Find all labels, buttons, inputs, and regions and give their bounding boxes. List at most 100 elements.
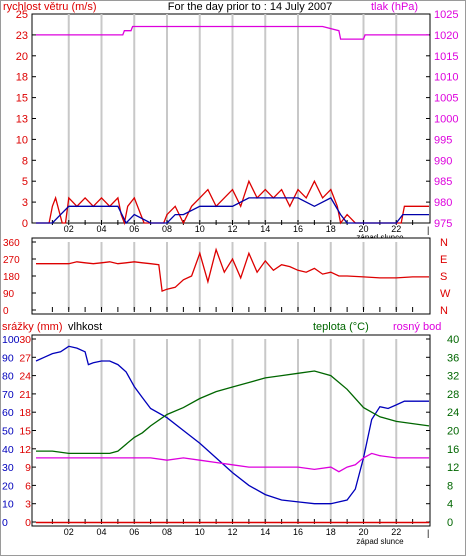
x-tick-label: 10	[195, 527, 205, 537]
humidity-tick-label: 60	[2, 407, 14, 419]
temp-tick-label: 16	[447, 444, 459, 456]
y2-tick-label: 1020	[434, 30, 458, 42]
y2-tick-label: 980	[434, 197, 452, 209]
temp-tick-label: 0	[447, 517, 453, 529]
precipitation-label: srážky (mm)	[2, 321, 63, 333]
precip-tick-label: 21	[19, 389, 31, 401]
humidity-tick-label: 80	[2, 371, 14, 383]
humidity-tick-label: 70	[2, 389, 14, 401]
plot-area	[31, 237, 431, 315]
precip-tick-label: 12	[19, 444, 31, 456]
y-tick-label: 180	[3, 272, 20, 283]
temp-tick-label: 8	[447, 480, 453, 492]
humidity-tick-label: 50	[2, 426, 14, 438]
y-tick-label: 20	[16, 51, 28, 63]
precip-tick-label: 6	[25, 480, 31, 492]
x-tick-label: 06	[129, 527, 139, 537]
temp-tick-label: 24	[447, 407, 459, 419]
x-tick-label: 22	[391, 224, 401, 234]
y2-tick-label: 1025	[434, 9, 458, 21]
series-line-0	[36, 25, 429, 40]
x-tick-label: 08	[162, 527, 172, 537]
y-tick-label: 0	[22, 218, 28, 230]
y-tick-label: 3	[22, 197, 28, 209]
humidity-tick-label: 100	[2, 334, 20, 346]
y2-tick-label: 995	[434, 134, 452, 146]
wind-pressure-panel: 0 3 5 8 10 13 15 18 20 23 25 975 980 985 990 995 1000 10 0…	[16, 9, 459, 242]
precip-tick-label: 9	[25, 462, 31, 474]
x-tick-label: 14	[260, 527, 270, 537]
temp-tick-label: 12	[447, 462, 459, 474]
y2-tick-label: 990	[434, 155, 452, 167]
x-tick-label: 08	[162, 224, 172, 234]
y2-tick-label: 1015	[434, 51, 458, 63]
x-tick-label: 04	[96, 527, 106, 537]
x-end-mark: |	[427, 225, 429, 235]
x-end-mark: |	[427, 528, 429, 538]
x-tick-label: 16	[293, 527, 303, 537]
temp-tick-label: 40	[447, 334, 459, 346]
y-tick-label: 270	[3, 255, 20, 266]
compass-label: E	[440, 254, 447, 266]
x-tick-label: 02	[64, 527, 74, 537]
wind-speed-label: rychlost větru (m/s)	[3, 1, 97, 13]
y2-tick-label: 985	[434, 176, 452, 188]
precip-tick-label: 18	[19, 407, 31, 419]
dew-point-label: rosný bod	[393, 321, 441, 333]
humidity-tick-label: 20	[2, 480, 14, 492]
precip-tick-label: 3	[25, 499, 31, 511]
precip-tick-label: 15	[19, 426, 31, 438]
x-tick-label: 20	[358, 527, 368, 537]
humidity-tick-label: 30	[2, 462, 14, 474]
precip-tick-label: 30	[19, 334, 31, 346]
precip-tick-label: 0	[25, 517, 31, 529]
x-tick-label: 04	[96, 224, 106, 234]
pressure-label: tlak (hPa)	[371, 1, 418, 13]
humidity-tick-label: 90	[2, 352, 14, 364]
y2-tick-label: 975	[434, 218, 452, 230]
sunset-annotation: západ slunce	[356, 537, 404, 546]
y-tick-label: 10	[16, 134, 28, 146]
y-tick-label: 13	[16, 114, 28, 126]
y-tick-label: 8	[22, 155, 28, 167]
x-tick-label: 12	[227, 527, 237, 537]
y-tick-label: 360	[3, 238, 20, 249]
x-tick-label: 22	[391, 527, 401, 537]
x-tick-label: 10	[195, 224, 205, 234]
x-tick-label: 16	[293, 224, 303, 234]
x-tick-label: 18	[326, 224, 336, 234]
y-tick-label: 23	[16, 30, 28, 42]
y-tick-label: 5	[22, 176, 28, 188]
temp-tick-label: 4	[447, 499, 453, 511]
x-tick-label: 20	[358, 224, 368, 234]
chart-title: For the day prior to : 14 July 2007	[168, 1, 332, 13]
series-line-rosný bod	[36, 452, 429, 473]
precip-tick-label: 27	[19, 352, 31, 364]
x-tick-label: 14	[260, 224, 270, 234]
series-line-teplota (°C)	[36, 370, 430, 455]
y-tick-label: 15	[16, 93, 28, 105]
temp-tick-label: 36	[447, 352, 459, 364]
temperature-label: teplota (°C)	[313, 321, 369, 333]
x-tick-label: 18	[326, 527, 336, 537]
precip-tick-label: 24	[19, 371, 31, 383]
compass-label: W	[440, 288, 451, 300]
y2-tick-label: 1010	[434, 72, 458, 84]
temp-tick-label: 20	[447, 426, 459, 438]
series-line-vlhkost	[35, 345, 429, 505]
temp-tick-label: 28	[447, 389, 459, 401]
compass-label: N	[440, 237, 448, 249]
humidity-label: vlhkost	[68, 321, 102, 333]
y-tick-label: 25	[16, 9, 28, 21]
y2-tick-label: 1000	[434, 114, 458, 126]
compass-label: S	[440, 271, 447, 283]
compass-label: N	[440, 305, 448, 317]
y-tick-label: 90	[3, 289, 15, 300]
humidity-tick-label: 10	[2, 499, 14, 511]
temp-tick-label: 32	[447, 371, 459, 383]
humidity-tick-label: 0	[2, 517, 8, 529]
y-tick-label: 18	[16, 72, 28, 84]
humidity-temperature-panel: srážky (mm) vlhkost teplota (°C) rosný bod 0…	[2, 321, 459, 546]
